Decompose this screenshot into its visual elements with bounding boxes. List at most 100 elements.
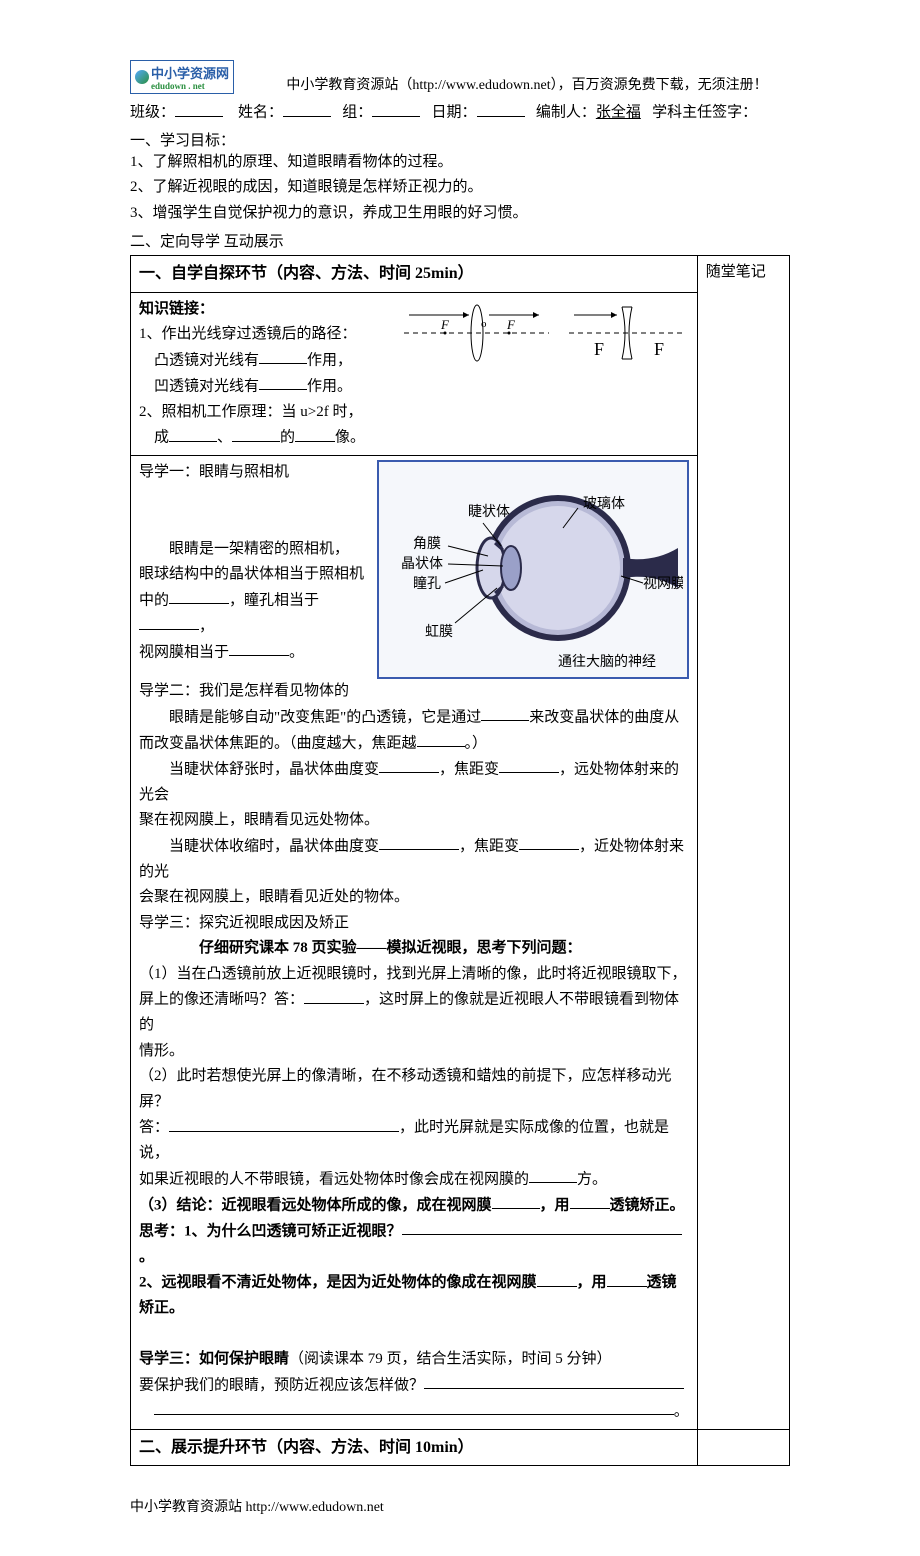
blank[interactable] — [417, 731, 465, 748]
dx2-p2-pre: 当睫状体舒张时，晶状体曲度变 — [169, 761, 379, 777]
dx2-p1-post: 来改变晶状体的曲度从 — [529, 709, 679, 725]
blank[interactable] — [570, 1193, 610, 1210]
dx1-heading: 导学一：眼睛与照相机 — [139, 460, 369, 486]
globe-icon — [135, 70, 149, 84]
blank[interactable] — [424, 1373, 684, 1390]
label-lens: 晶状体 — [401, 556, 443, 572]
blank[interactable] — [169, 588, 229, 605]
kl-image-pre: 成 — [154, 430, 169, 446]
form-row: 班级： 姓名： 组： 日期： 编制人：张全福 学科主任签字： — [130, 100, 790, 125]
blank[interactable] — [379, 834, 459, 851]
label-iris: 虹膜 — [425, 624, 453, 640]
dx3-q3-post: 透镜矫正。 — [610, 1197, 685, 1213]
dx1-p2b-mid: ，瞳孔相当于 — [229, 592, 319, 608]
blank[interactable] — [499, 757, 559, 774]
blank[interactable] — [139, 614, 199, 631]
dx1-p2a: 眼球结构中的晶状体相当于照相机 — [139, 562, 369, 588]
blank[interactable] — [304, 987, 364, 1004]
kl-concave-post: 作用。 — [307, 378, 352, 394]
label-retina: 视网膜 — [643, 576, 683, 592]
blank[interactable] — [259, 374, 307, 391]
blank[interactable] — [154, 1399, 674, 1416]
svg-text:F: F — [506, 317, 516, 332]
dx2-p2l2: 聚在视网膜上，眼睛看见远处物体。 — [139, 808, 689, 834]
kl-concave-pre: 凹透镜对光线有 — [154, 378, 259, 394]
dx3b-q-post: 。 — [674, 1403, 689, 1419]
blank[interactable] — [169, 425, 217, 442]
blank[interactable] — [519, 834, 579, 851]
svg-text:F: F — [654, 339, 664, 359]
logo-text: 中小学资源网 — [151, 66, 229, 81]
dx3-q2l3-post: 方。 — [577, 1171, 607, 1187]
dx2-heading: 导学二：我们是怎样看见物体的 — [139, 679, 689, 705]
dx3-q2l2-pre: 答： — [139, 1120, 169, 1136]
director-label: 学科主任签字： — [652, 105, 757, 121]
author-value: 张全福 — [596, 105, 641, 121]
blank[interactable] — [607, 1270, 647, 1287]
dx3-think1-pre: 思考：1、为什么凹透镜可矫正近视眼？ — [139, 1223, 402, 1239]
dx3-q1l2-pre: 屏上的像还清晰吗？答： — [139, 992, 304, 1008]
dx3-think1-post: 。 — [139, 1249, 154, 1265]
dx1-p3-pre: 视网膜相当于 — [139, 644, 229, 660]
dx2-p2-mid: ，焦距变 — [439, 761, 499, 777]
svg-text:F: F — [594, 339, 604, 359]
blank[interactable] — [402, 1219, 682, 1236]
logo-box: 中小学资源网 edudown . net — [130, 60, 234, 94]
blank[interactable] — [259, 348, 307, 365]
dx2-p1l2-post: 。） — [465, 735, 488, 751]
blank[interactable] — [229, 640, 289, 657]
blank[interactable] — [481, 705, 529, 722]
author-label: 编制人： — [536, 105, 596, 121]
section1-title: 一、自学自探环节（内容、方法、时间 25min） — [139, 265, 474, 282]
section2-title: 二、展示提升环节（内容、方法、时间 10min） — [139, 1439, 474, 1456]
footer: 中小学教育资源站 http://www.edudown.net — [130, 1496, 790, 1516]
notes-column: 随堂笔记 — [697, 256, 789, 1430]
svg-text:o: o — [481, 318, 487, 330]
group-label: 组： — [342, 105, 372, 121]
class-blank[interactable] — [175, 100, 223, 117]
dx3-think2-pre: 2、远视眼看不清近处物体，是因为近处物体的像成在视网膜 — [139, 1275, 537, 1291]
blank[interactable] — [169, 1115, 399, 1132]
name-label: 姓名： — [238, 105, 283, 121]
guide-heading: 二、定向导学 互动展示 — [130, 230, 790, 251]
dx3b-q-pre: 要保护我们的眼睛，预防近视应该怎样做？ — [139, 1377, 424, 1393]
objectives-heading: 一、学习目标： — [130, 129, 790, 150]
objective-item: 3、增强学生自觉保护视力的意识，养成卫生用眼的好习惯。 — [130, 201, 790, 227]
date-blank[interactable] — [477, 100, 525, 117]
dx3-think2-mid: ，用 — [577, 1275, 607, 1291]
dx3-q3-pre: （3）结论：近视眼看远处物体所成的像，成在视网膜 — [139, 1197, 492, 1213]
dx1-p1: 眼睛是一架精密的照相机， — [139, 537, 369, 563]
blank[interactable] — [537, 1270, 577, 1287]
logo-sub: edudown . net — [151, 82, 229, 91]
label-ciliary: 睫状体 — [468, 504, 510, 520]
name-blank[interactable] — [283, 100, 331, 117]
dx3b-paren: （阅读课本 79 页，结合生活实际，时间 5 分钟） — [289, 1351, 612, 1367]
dx2-p3-mid: ，焦距变 — [459, 838, 519, 854]
label-nerve: 通往大脑的神经 — [558, 654, 656, 668]
blank[interactable] — [295, 425, 335, 442]
dx2-p3-pre: 当睫状体收缩时，晶状体曲度变 — [169, 838, 379, 854]
dx3-q2l3-pre: 如果近视眼的人不带眼镜，看远处物体时像会成在视网膜的 — [139, 1171, 529, 1187]
blank[interactable] — [492, 1193, 540, 1210]
svg-text:F: F — [440, 317, 450, 332]
group-blank[interactable] — [372, 100, 420, 117]
objective-item: 1、了解照相机的原理、知道眼睛看物体的过程。 — [130, 150, 790, 176]
dx1-p3-post: 。 — [289, 644, 304, 660]
label-vitreous: 玻璃体 — [583, 495, 625, 512]
label-cornea: 角膜 — [413, 536, 441, 552]
kl-sep: 、 — [217, 430, 232, 446]
date-label: 日期： — [432, 105, 477, 121]
kl-image-post: 像。 — [335, 430, 365, 446]
dx3-q1l3: 情形。 — [139, 1039, 689, 1065]
blank[interactable] — [379, 757, 439, 774]
header-note: 中小学教育资源站（http://www.edudown.net），百万资源免费下… — [254, 74, 790, 94]
eye-diagram: 睫状体 玻璃体 角膜 晶状体 瞳孔 视网膜 虹膜 通往大脑的神经 — [377, 460, 689, 679]
kl-line1: 1、作出光线穿过透镜后的路径： — [139, 326, 357, 342]
kl-camera-pre: 2、照相机工作原理：当 u>2f 时， — [139, 404, 362, 420]
dx3-q1l1: （1）当在凸透镜前放上近视眼镜时，找到光屏上清晰的像，此时将近视眼镜取下， — [139, 962, 689, 988]
main-table: 一、自学自探环节（内容、方法、时间 25min） 随堂笔记 F F o — [130, 255, 790, 1466]
dx3-q2l1: （2）此时若想使光屏上的像清晰，在不移动透镜和蜡烛的前提下，应怎样移动光屏？ — [139, 1064, 689, 1115]
kl-convex-post: 作用， — [307, 352, 352, 368]
blank[interactable] — [232, 425, 280, 442]
blank[interactable] — [529, 1167, 577, 1184]
